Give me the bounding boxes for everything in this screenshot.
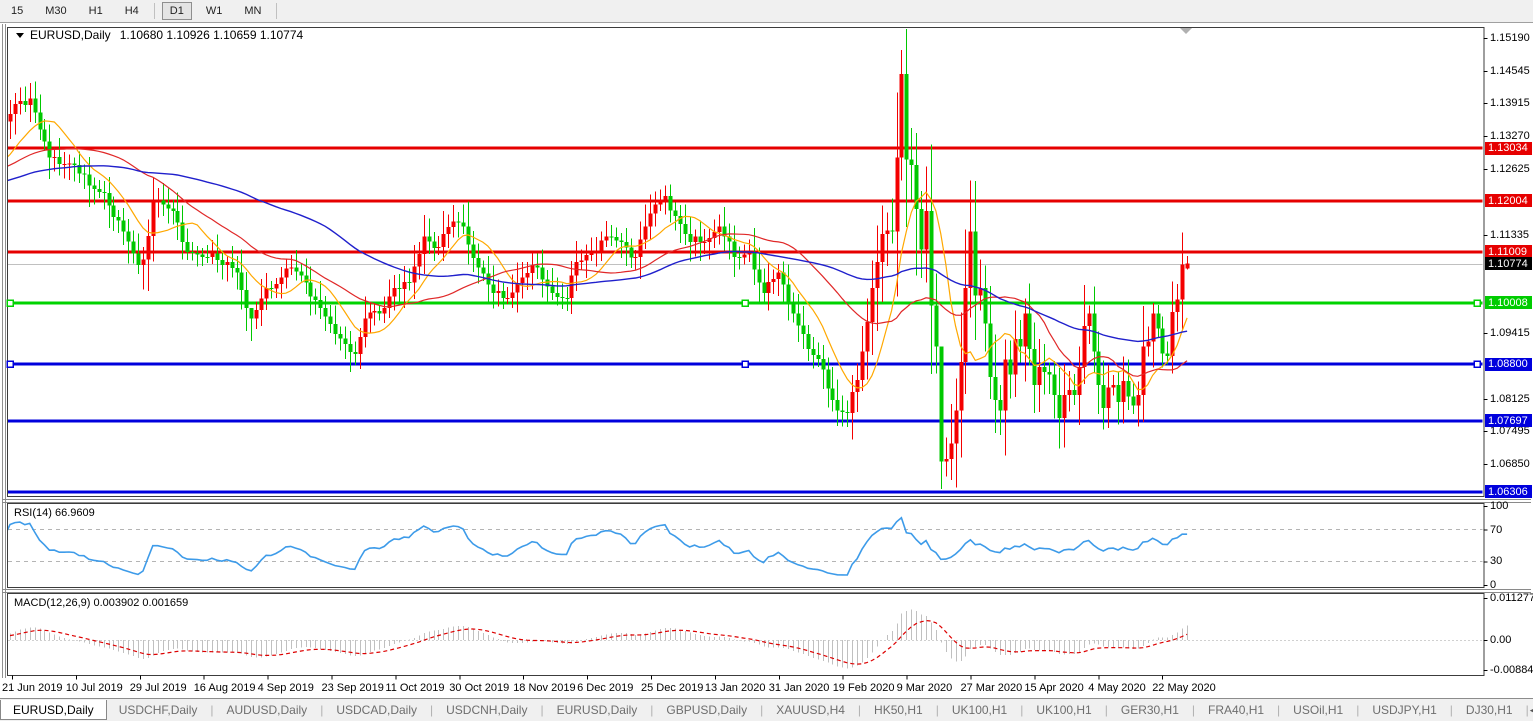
date-label: 31 Jan 2020	[768, 682, 830, 694]
date-label: 18 Nov 2019	[513, 682, 576, 694]
chart-dropdown-icon[interactable]	[16, 32, 24, 38]
date-axis[interactable]: 21 Jun 2019 10 Jul 2019 29 Jul 2019 16 Aug …	[0, 680, 1533, 698]
date-label: 25 Dec 2019	[641, 682, 704, 694]
tab-xauusd-h4[interactable]: XAUUSD,H4	[776, 703, 845, 717]
price-tick: 1.08125	[1490, 392, 1530, 405]
toolbar-separator	[276, 3, 278, 19]
price-level-box: 1.13034	[1485, 141, 1532, 155]
chart-window: EURUSD,Daily 1.10680 1.10926 1.10659 1.1…	[0, 22, 1533, 680]
date-label: 30 Oct 2019	[449, 682, 510, 694]
timeframe-button-m30[interactable]: M30	[45, 5, 67, 17]
timeframe-toolbar: 15 M30 H1 H4 D1 W1 MN	[0, 0, 1533, 23]
price-tick: 1.12625	[1490, 162, 1530, 175]
price-tick: 1.13270	[1490, 129, 1530, 142]
price-level-box: 1.11009	[1485, 245, 1532, 259]
price-tick: 1.14545	[1490, 64, 1530, 77]
price-level-box: 1.10008	[1485, 296, 1532, 310]
tab-scroll-left-icon[interactable]: ◂	[1529, 704, 1533, 715]
tab-separator: |	[1449, 703, 1453, 717]
price-tick: 1.06850	[1490, 458, 1530, 471]
tab-separator: |	[1191, 703, 1196, 717]
tab-uk100-h1[interactable]: UK100,H1	[1036, 703, 1092, 717]
date-label: 4 May 2020	[1088, 682, 1146, 694]
rsi-tick: 0	[1490, 579, 1497, 591]
chart-canvas[interactable]	[0, 22, 1533, 680]
macd-tick: -0.008845	[1490, 664, 1533, 676]
tab-dj30-h1[interactable]: DJ30,H1	[1465, 703, 1513, 717]
date-label: 9 Mar 2020	[896, 682, 953, 694]
tab-separator: |	[540, 703, 544, 717]
tab-separator: |	[430, 703, 434, 717]
tab-ger30-h1[interactable]: GER30,H1	[1120, 703, 1179, 717]
tab-usoil-h1[interactable]: USOil,H1	[1293, 703, 1344, 717]
chart-title: EURUSD,Daily 1.10680 1.10926 1.10659 1.1…	[16, 28, 303, 42]
price-tick: 1.15190	[1490, 31, 1530, 44]
date-label: 4 Sep 2019	[257, 682, 314, 694]
date-label: 6 Dec 2019	[577, 682, 634, 694]
tab-separator: |	[760, 703, 764, 717]
rsi-tick: 30	[1490, 555, 1503, 568]
timeframe-button-h4[interactable]: H4	[124, 5, 139, 17]
tab-usdjpy-h1[interactable]: USDJPY,H1	[1372, 703, 1437, 717]
tab-gbpusd-daily[interactable]: GBPUSD,Daily	[666, 703, 748, 717]
chart-tab-bar: EURUSD,Daily USDCHF,Daily | AUDUSD,Daily | US…	[0, 698, 1533, 721]
date-label: 11 Oct 2019	[385, 682, 445, 694]
rsi-tick: 100	[1490, 500, 1509, 512]
tab-eurusd-daily[interactable]: EURUSD,Daily	[556, 703, 638, 717]
price-tick: 1.09415	[1490, 327, 1530, 340]
toolbar-separator	[153, 3, 155, 19]
tab-separator: |	[210, 703, 214, 717]
price-level-box: 1.12004	[1485, 194, 1532, 208]
tab-separator: |	[320, 703, 324, 717]
tab-usdchf-daily[interactable]: USDCHF,Daily	[118, 703, 198, 717]
tab-hk50-h1[interactable]: HK50,H1	[874, 703, 923, 717]
date-label: 13 Jan 2020	[704, 682, 766, 694]
timeframe-button-mn[interactable]: MN	[244, 5, 262, 17]
tab-fra40-h1[interactable]: FRA40,H1	[1208, 703, 1265, 717]
timeframe-button-15[interactable]: 15	[11, 5, 24, 17]
macd-tick: 0.011277	[1490, 592, 1533, 604]
price-tick: 1.13915	[1490, 96, 1530, 109]
date-label: 19 Feb 2020	[832, 682, 895, 694]
rsi-tick: 70	[1490, 523, 1503, 536]
date-label: 23 Sep 2019	[321, 682, 384, 694]
price-level-box: 1.07697	[1485, 414, 1532, 428]
date-label: 27 Mar 2020	[960, 682, 1023, 694]
date-label: 10 Jul 2019	[65, 682, 123, 694]
date-label: 16 Aug 2019	[193, 682, 256, 694]
chart-title-symbol: EURUSD,Daily	[30, 28, 111, 42]
tab-separator: |	[1104, 703, 1108, 717]
tab-uk100-h1[interactable]: UK100,H1	[951, 703, 1008, 717]
tab-separator: |	[1277, 703, 1281, 717]
tab-usdcnh-daily[interactable]: USDCNH,Daily	[446, 703, 528, 717]
timeframe-button-d1[interactable]: D1	[161, 2, 192, 20]
macd-indicator-label: MACD(12,26,9) 0.003902 0.001659	[14, 597, 189, 609]
timeframe-button-h1[interactable]: H1	[88, 5, 103, 17]
price-level-box: 1.10774	[1485, 257, 1532, 271]
tab-separator: |	[935, 703, 939, 717]
timeframe-button-w1[interactable]: W1	[205, 5, 223, 17]
tab-separator: |	[650, 703, 654, 717]
price-tick: 1.11335	[1490, 228, 1529, 241]
price-level-box: 1.06306	[1485, 485, 1532, 499]
price-level-box: 1.08800	[1485, 357, 1532, 371]
tab-separator: |	[857, 703, 862, 717]
tab-usdcad-daily[interactable]: USDCAD,Daily	[336, 703, 417, 717]
tab-separator: |	[1356, 703, 1360, 717]
rsi-indicator-label: RSI(14) 66.9609	[14, 507, 95, 519]
price-tick: 1.07495	[1490, 425, 1530, 438]
tab-separator: |	[1020, 703, 1024, 717]
date-label: 22 May 2020	[1152, 682, 1216, 694]
chart-title-ohlc: 1.10680 1.10926 1.10659 1.10774	[119, 28, 304, 42]
date-label: 15 Apr 2020	[1024, 682, 1084, 694]
date-label: 29 Jul 2019	[129, 682, 187, 694]
macd-tick: 0.00	[1490, 634, 1512, 646]
tab-separator: |	[1525, 703, 1529, 717]
tab-audusd-daily[interactable]: AUDUSD,Daily	[226, 703, 308, 717]
tab-scroll-nav: ◂▸	[1530, 705, 1533, 716]
date-label: 21 Jun 2019	[2, 682, 63, 694]
tab-eurusd-daily[interactable]: EURUSD,Daily	[0, 699, 107, 720]
